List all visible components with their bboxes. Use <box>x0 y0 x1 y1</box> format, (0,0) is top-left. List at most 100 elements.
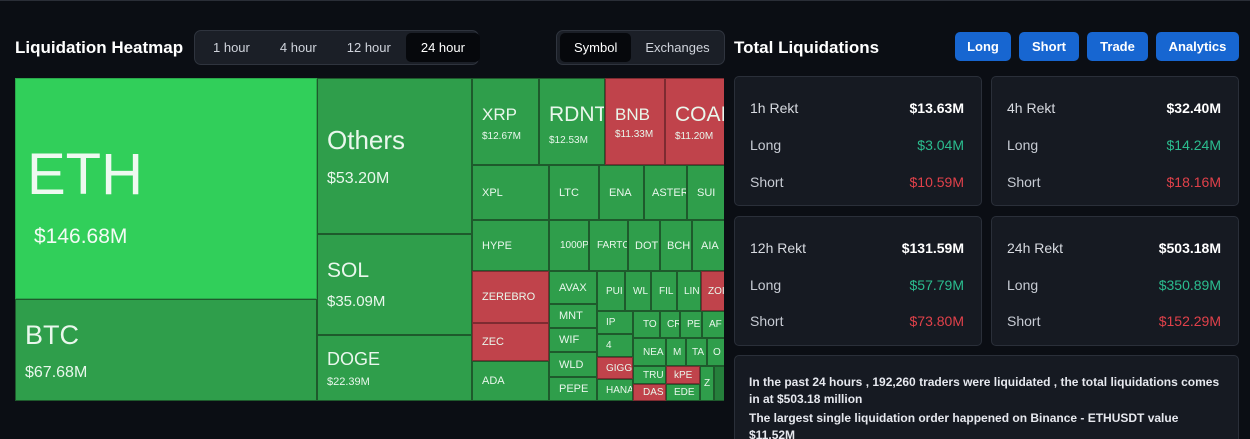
time-option-4h[interactable]: 4 hour <box>279 40 317 55</box>
tile-symbol: ZOI <box>708 285 724 297</box>
heatmap-title: Liquidation Heatmap <box>15 38 184 57</box>
treemap-tile-wld[interactable]: WLD <box>549 352 597 377</box>
treemap-tile-near[interactable]: NEA <box>633 338 666 366</box>
card-label: 24h Rekt <box>1007 240 1064 256</box>
tile-symbol: NEA <box>643 346 664 358</box>
short-label: Short <box>750 174 784 190</box>
treemap-tile-lin[interactable]: LIN <box>677 271 701 311</box>
tile-symbol: SOL <box>327 259 370 282</box>
tile-symbol: PE <box>687 319 701 330</box>
tile-symbol: WLD <box>559 358 584 371</box>
tile-symbol: XPL <box>482 186 503 199</box>
treemap-tile-wl[interactable]: WL <box>625 271 651 311</box>
treemap-tile-aster[interactable]: ASTER <box>644 165 687 220</box>
treemap-tile-xrp[interactable]: XRP $12.67M <box>472 78 539 165</box>
treemap-tile-eth[interactable]: ETH $146.68M <box>15 78 317 299</box>
treemap-tile-fil[interactable]: FIL <box>651 271 677 311</box>
tile-symbol: FIL <box>659 285 674 297</box>
treemap-tile-mnt[interactable]: MNT <box>549 304 597 328</box>
tile-symbol: LIN <box>684 285 700 297</box>
tile-symbol: 1000P <box>560 240 589 251</box>
tile-symbol: LTC <box>559 186 579 199</box>
treemap-tile-dash[interactable]: DAS <box>633 384 666 401</box>
treemap-tile-o[interactable]: O <box>707 338 724 366</box>
tile-symbol: AF <box>709 319 722 330</box>
liquidation-treemap: ETH $146.68M BTC $67.68M Others $53.20M … <box>15 78 724 401</box>
treemap-tile-pe[interactable]: PE <box>680 311 702 338</box>
treemap-tile-cr[interactable]: CR <box>660 311 680 338</box>
liquidation-summary: In the past 24 hours , 192,260 traders w… <box>734 355 1239 439</box>
treemap-tile-af[interactable]: AF <box>702 311 724 338</box>
treemap-tile-rdnt[interactable]: RDNT $12.53M <box>539 78 605 165</box>
tile-value: $146.68M <box>34 225 128 248</box>
treemap-tile-bnb[interactable]: BNB $11.33M <box>605 78 665 165</box>
tile-value: $12.67M <box>482 131 521 142</box>
tile-symbol: EDE <box>674 387 695 398</box>
treemap-tile-wif[interactable]: WIF <box>549 328 597 352</box>
card-total: $32.40M <box>1166 100 1221 116</box>
treemap-tile-sui[interactable]: SUI <box>687 165 724 220</box>
treemap-tile-pepe[interactable]: PEPE <box>549 377 597 401</box>
treemap-tile-trump[interactable]: TRU <box>633 366 666 384</box>
treemap-tile-ena[interactable]: ENA <box>599 165 644 220</box>
treemap-tile-misc[interactable] <box>714 366 724 401</box>
treemap-tile-1000p[interactable]: 1000P <box>549 220 589 271</box>
tile-symbol: 4 <box>606 340 612 351</box>
treemap-tile-4[interactable]: 4 <box>597 334 633 357</box>
treemap-tile-coai[interactable]: COAI $11.20M <box>665 78 724 165</box>
treemap-tile-aia[interactable]: AIA <box>692 220 724 271</box>
long-value: $3.04M <box>917 137 964 153</box>
summary-line-largest-order: The largest single liquidation order hap… <box>749 411 1179 439</box>
time-option-24h[interactable]: 24 hour <box>405 33 480 62</box>
treemap-tile-zora[interactable]: ZOI <box>701 271 724 311</box>
treemap-tile-ltc[interactable]: LTC <box>549 165 599 220</box>
view-option-symbol[interactable]: Symbol <box>560 33 632 62</box>
treemap-tile-btc[interactable]: BTC $67.68M <box>15 299 317 401</box>
treemap-tile-others[interactable]: Others $53.20M <box>317 78 472 234</box>
tile-value: $35.09M <box>327 293 386 310</box>
tile-symbol: DOT <box>635 239 659 252</box>
time-option-12h[interactable]: 12 hour <box>346 40 391 55</box>
tile-symbol: XRP <box>482 105 517 124</box>
treemap-tile-doge[interactable]: DOGE $22.39M <box>317 335 472 401</box>
treemap-tile-xpl[interactable]: XPL <box>472 165 549 220</box>
treemap-tile-fartcoin[interactable]: FARTC <box>589 220 628 271</box>
treemap-tile-ip[interactable]: IP <box>597 311 633 334</box>
trade-button[interactable]: Trade <box>1087 32 1148 61</box>
treemap-tile-m[interactable]: M <box>666 338 686 366</box>
treemap-tile-z[interactable]: Z <box>700 366 714 401</box>
treemap-tile-sol[interactable]: SOL $35.09M <box>317 234 472 335</box>
rekt-card-12h: 12h Rekt $131.59M Long $57.79M Short $73.80… <box>734 216 982 346</box>
tile-symbol: ETH <box>27 142 143 207</box>
tile-symbol: M <box>673 346 682 358</box>
short-label: Short <box>1007 174 1041 190</box>
treemap-tile-dot[interactable]: DOT <box>628 220 660 271</box>
tile-symbol: TRU <box>643 369 664 381</box>
treemap-tile-zerebro[interactable]: ZEREBRO <box>472 271 549 323</box>
short-value: $18.16M <box>1166 174 1221 190</box>
treemap-tile-hype[interactable]: HYPE <box>472 220 549 271</box>
short-button[interactable]: Short <box>1019 32 1079 61</box>
treemap-tile-to[interactable]: TO <box>633 311 660 338</box>
treemap-tile-hana[interactable]: HANA <box>597 379 633 401</box>
view-option-exchanges[interactable]: Exchanges <box>645 40 710 55</box>
tile-value: $11.20M <box>675 131 714 142</box>
long-button[interactable]: Long <box>955 32 1011 61</box>
short-label: Short <box>750 313 784 329</box>
time-range-selector: 1 hour 4 hour 12 hour 24 hour <box>194 30 480 65</box>
analytics-button[interactable]: Analytics <box>1156 32 1239 61</box>
tile-symbol: ZEC <box>482 336 504 348</box>
long-label: Long <box>1007 277 1039 293</box>
treemap-tile-ada[interactable]: ADA <box>472 361 549 401</box>
time-option-1h[interactable]: 1 hour <box>213 40 250 55</box>
treemap-tile-avax[interactable]: AVAX <box>549 271 597 304</box>
treemap-tile-zec[interactable]: ZEC <box>472 323 549 361</box>
treemap-tile-eden[interactable]: EDE <box>666 384 700 401</box>
treemap-tile-pui[interactable]: PUI <box>597 271 625 311</box>
treemap-tile-giggle[interactable]: GIGG <box>597 357 633 379</box>
tile-symbol: ADA <box>482 375 505 387</box>
short-value: $152.29M <box>1158 313 1221 329</box>
treemap-tile-bch[interactable]: BCH <box>660 220 692 271</box>
treemap-tile-kpepe[interactable]: kPE <box>666 366 700 384</box>
treemap-tile-ta[interactable]: TA <box>686 338 707 366</box>
